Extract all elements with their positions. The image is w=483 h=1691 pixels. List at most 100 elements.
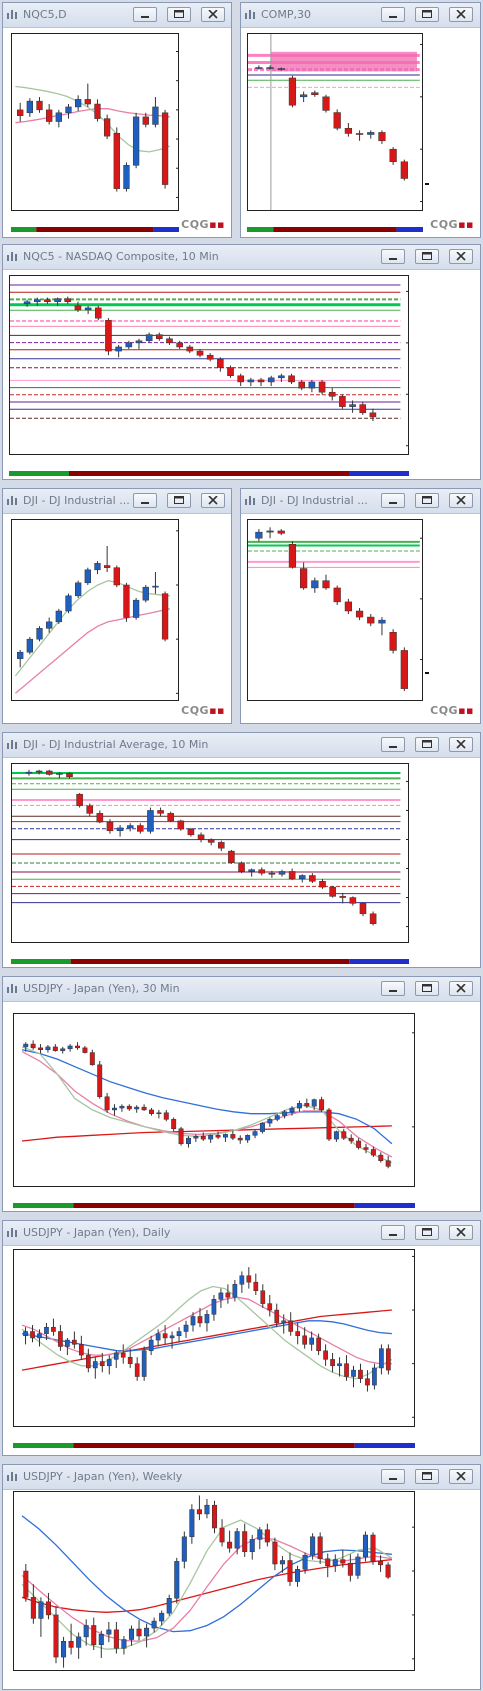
candle-body [152,106,159,125]
window-usdjpy-weekly[interactable]: USDJPY - Japan (Yen), Weekly [2,1464,481,1690]
close-icon [208,10,218,19]
candle-body [274,1309,280,1324]
maximize-button[interactable] [415,981,439,996]
close-icon [456,252,466,261]
candle-body [300,568,308,589]
close-button[interactable] [449,737,473,752]
candle-body [166,1597,172,1614]
title-bar[interactable]: DJI - DJ Industrial Average, 10 Min [3,733,480,758]
title-bar[interactable]: USDJPY - Japan (Yen), Daily [3,1221,480,1246]
window-nqc5-daily[interactable]: NQC5,D CQG▪▪ [2,2,232,238]
close-button[interactable] [449,1225,473,1240]
title-bar[interactable]: NQC5,D [3,3,231,28]
minimize-button[interactable] [381,249,405,264]
title-bar[interactable]: DJI - DJ Industrial ... [241,489,480,514]
window-comp-30min[interactable]: COMP,30 CQG▪▪ [240,2,481,238]
candle-body [228,850,235,863]
candle-body [125,342,133,348]
minimize-button[interactable] [133,493,157,508]
candle-body [322,96,330,111]
minimize-button[interactable] [381,7,405,22]
close-icon [208,496,218,505]
minimize-button[interactable] [133,7,157,22]
maximize-button[interactable] [415,737,439,752]
minimize-button[interactable] [381,1469,405,1484]
candle-body [279,1560,285,1565]
close-button[interactable] [201,493,225,508]
candle-body [298,381,306,389]
title-bar[interactable]: USDJPY - Japan (Yen), 30 Min [3,977,480,1002]
session-strip [9,471,409,476]
candle-body [196,1509,202,1515]
candle-body [23,1331,28,1337]
candle-body [341,1131,347,1139]
candle-body [106,1629,112,1635]
candle-body [98,1633,104,1646]
candle-body [355,133,364,135]
candle-body [247,379,255,383]
plot-area [247,33,423,211]
maximize-button[interactable] [415,249,439,264]
candle-body [227,367,234,377]
close-button[interactable] [449,249,473,264]
maximize-button[interactable] [415,1469,439,1484]
title-bar[interactable]: NQC5 - NASDAQ Composite, 10 Min [3,245,480,270]
candle-body [104,1096,110,1111]
maximize-button[interactable] [415,493,439,508]
candle-body [132,599,140,618]
candle-body [116,827,124,832]
candle-body [126,1105,132,1110]
window-nqc5-10min[interactable]: NQC5 - NASDAQ Composite, 10 Min [2,244,481,480]
plot-area [13,1491,415,1671]
close-button[interactable] [449,981,473,996]
candle-body [37,1333,42,1339]
candle-body [317,1536,323,1559]
window-usdjpy-30min[interactable]: USDJPY - Japan (Yen), 30 Min [2,976,481,1212]
candle-body [298,875,306,880]
title-bar[interactable]: DJI - DJ Industrial ... [3,489,231,514]
maximize-icon [174,10,184,18]
close-icon [456,10,466,19]
close-button[interactable] [449,493,473,508]
window-dji-daily[interactable]: DJI - DJ Industrial ... CQG▪▪ [2,488,232,724]
title-bar[interactable]: COMP,30 [241,3,480,28]
session-strip-red [69,471,349,476]
candle-body [189,1509,195,1538]
candle-body [268,872,276,875]
candle-body [208,1135,214,1140]
candle-body [86,805,94,814]
minimize-button[interactable] [381,493,405,508]
window-dji-10min[interactable]: DJI - DJ Industrial Average, 10 Min [2,732,481,968]
window-usdjpy-daily[interactable]: USDJPY - Japan (Yen), Daily [2,1220,481,1456]
candle-body [156,334,163,339]
minimize-button[interactable] [381,1225,405,1240]
candle-body [296,1103,302,1109]
candle-body [176,342,183,348]
candle-body [277,68,285,70]
plot-area [247,519,423,701]
window-dji-30min[interactable]: DJI - DJ Industrial ... CQG▪▪ [240,488,481,724]
minimize-button[interactable] [381,981,405,996]
close-button[interactable] [449,7,473,22]
candle-body [258,869,266,874]
candle-body [33,299,41,302]
candle-body [282,1111,288,1116]
candle-body [246,1275,252,1283]
candle-body [105,319,112,352]
minimize-button[interactable] [381,737,405,752]
maximize-button[interactable] [415,1225,439,1240]
session-strip-green [13,1443,74,1448]
candle-body [267,377,275,383]
candle-body [322,580,330,589]
candle-body [281,1320,287,1324]
title-bar[interactable]: USDJPY - Japan (Yen), Weekly [3,1465,480,1490]
candle-body [308,381,316,389]
candle-body [97,1064,103,1098]
maximize-button[interactable] [415,7,439,22]
candle-body [272,1541,278,1565]
maximize-button[interactable] [167,493,191,508]
close-button[interactable] [449,1469,473,1484]
candle-body [89,1052,95,1066]
maximize-button[interactable] [167,7,191,22]
close-button[interactable] [201,7,225,22]
